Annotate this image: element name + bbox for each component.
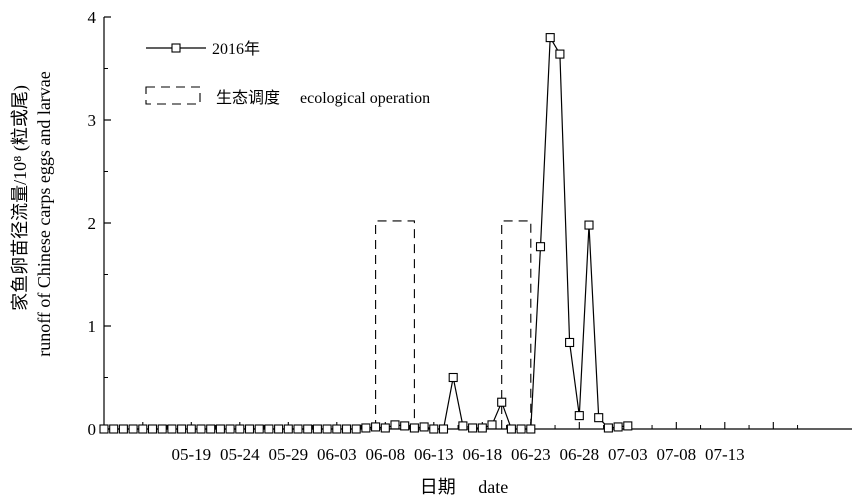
data-point xyxy=(157,424,167,434)
data-point xyxy=(128,424,138,434)
x-tick-label: 06-08 xyxy=(365,445,405,464)
y-tick-label: 2 xyxy=(88,214,97,233)
data-point xyxy=(109,424,119,434)
data-point xyxy=(322,424,332,434)
data-point xyxy=(303,424,313,434)
data-point xyxy=(235,424,245,434)
x-tick-label: 05-24 xyxy=(220,445,260,464)
y-tick-label: 4 xyxy=(88,8,97,27)
ecological-operation-boxes xyxy=(375,220,532,429)
x-axis-title: 日期 date xyxy=(420,477,508,497)
data-point xyxy=(332,424,342,434)
data-point xyxy=(264,424,274,434)
data-point xyxy=(206,424,216,434)
data-point xyxy=(371,422,381,432)
x-tick-label: 07-13 xyxy=(705,445,745,464)
data-point xyxy=(400,421,410,431)
x-tick-label: 06-28 xyxy=(559,445,599,464)
x-tick-label: 06-13 xyxy=(414,445,454,464)
data-point xyxy=(341,424,352,434)
data-point xyxy=(254,424,264,434)
series-markers-2016 xyxy=(99,33,633,434)
data-point xyxy=(574,411,584,421)
y-tick-label: 0 xyxy=(88,420,97,439)
data-point xyxy=(516,424,526,434)
data-point xyxy=(244,424,255,434)
data-point xyxy=(390,420,400,430)
data-point xyxy=(118,424,128,434)
data-point xyxy=(613,422,623,432)
data-point xyxy=(186,424,196,434)
data-point xyxy=(545,33,555,43)
x-axis-ticks: 05-19 05-24 05-29 06-03 06-08 06-13 06-18 06-23… xyxy=(142,422,799,464)
data-point xyxy=(147,424,158,434)
y-tick-label: 1 xyxy=(88,317,97,336)
data-point xyxy=(584,220,594,230)
data-point xyxy=(138,424,148,434)
x-tick-label: 06-23 xyxy=(511,445,551,464)
data-point xyxy=(497,397,507,407)
y-axis-title-line2: runoff of Chinese carps eggs and larvae xyxy=(34,71,54,357)
data-point xyxy=(438,424,449,434)
data-point xyxy=(477,423,487,433)
data-point xyxy=(274,424,284,434)
x-tick-label: 07-08 xyxy=(656,445,696,464)
data-point xyxy=(361,423,371,433)
data-point xyxy=(177,424,187,434)
data-point xyxy=(506,424,516,434)
data-point xyxy=(351,424,361,434)
data-point xyxy=(555,49,565,59)
legend-label-2016: 2016年 xyxy=(212,40,260,58)
data-point xyxy=(487,420,497,430)
data-point xyxy=(565,337,575,348)
plot-area: 0 1 2 3 4 05-19 05-24 05-29 06-03 06-08 06-13 06-1… xyxy=(88,8,852,464)
data-point xyxy=(535,242,546,252)
legend-label-operation: 生态调度 ecological operation xyxy=(216,89,430,107)
data-point xyxy=(526,424,536,434)
x-tick-label: 06-03 xyxy=(317,445,357,464)
x-tick-label: 05-29 xyxy=(268,445,308,464)
legend-operation-sample xyxy=(145,86,201,105)
data-point xyxy=(594,413,604,423)
legend: 2016年 生态调度 ecological operation xyxy=(145,40,430,107)
x-tick-label: 05-19 xyxy=(171,445,211,464)
data-point xyxy=(419,422,429,432)
y-axis-ticks: 0 1 2 3 4 xyxy=(88,8,111,439)
data-point xyxy=(215,424,225,434)
data-point xyxy=(196,424,206,434)
data-point xyxy=(468,423,478,433)
data-point xyxy=(380,423,390,433)
y-tick-label: 3 xyxy=(88,111,97,130)
data-point xyxy=(225,424,235,434)
x-tick-label: 07-03 xyxy=(608,445,648,464)
data-point xyxy=(623,421,633,431)
x-tick-label: 06-18 xyxy=(462,445,502,464)
data-point xyxy=(429,424,439,434)
data-point xyxy=(458,421,468,431)
data-point xyxy=(603,423,613,433)
ecological-operation-box xyxy=(375,220,415,429)
legend-marker-sample xyxy=(171,43,181,53)
y-axis-title-line1: 家鱼卵苗径流量/10⁸ (粒或尾) xyxy=(10,85,31,311)
data-point xyxy=(293,424,303,434)
data-point xyxy=(99,424,109,434)
data-point xyxy=(448,372,458,383)
data-point xyxy=(167,424,177,434)
data-point xyxy=(312,424,322,434)
data-point xyxy=(283,424,293,434)
data-point xyxy=(409,423,419,433)
